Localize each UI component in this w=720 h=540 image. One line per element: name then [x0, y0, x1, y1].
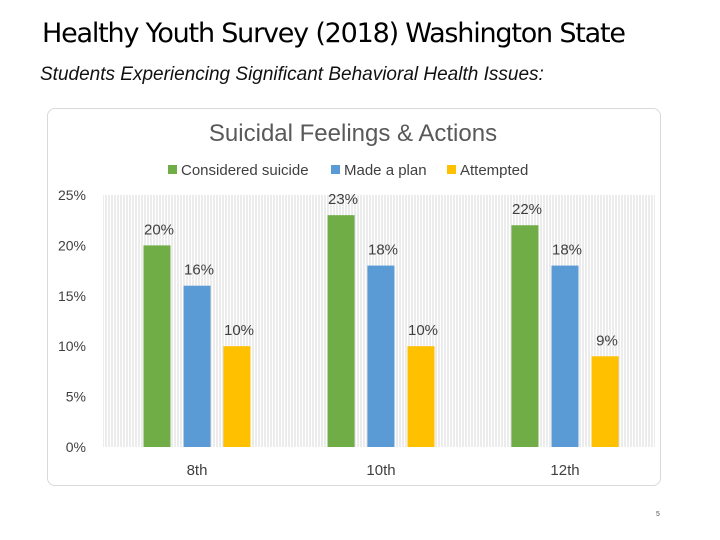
- y-tick-label: 5%: [66, 389, 86, 405]
- data-label: 22%: [512, 201, 542, 218]
- data-label: 18%: [552, 242, 582, 259]
- slide-title: Healthy Youth Survey (2018) Washington S…: [42, 18, 626, 49]
- bars: 20% 16% 10% 23% 18% 10% 22% 18% 9%: [143, 191, 619, 447]
- data-label: 10%: [224, 322, 254, 339]
- bar-12th-2: [591, 356, 619, 447]
- data-label: 10%: [408, 322, 438, 339]
- legend-swatch-0: [168, 165, 177, 174]
- x-tick-label: 10th: [366, 462, 395, 479]
- data-label: 20%: [144, 221, 174, 238]
- x-tick-label: 8th: [187, 462, 208, 479]
- x-tick-label: 12th: [550, 462, 579, 479]
- x-axis: 8th 10th 12th: [187, 462, 580, 479]
- data-label: 18%: [368, 242, 398, 259]
- chart-title: Suicidal Feelings & Actions: [209, 120, 497, 147]
- y-axis: 0% 5% 10% 15% 20% 25%: [58, 187, 86, 455]
- legend-label-2: Attempted: [460, 162, 528, 179]
- slide-subtitle: Students Experiencing Significant Behavi…: [40, 64, 544, 85]
- page-number: 5: [656, 511, 660, 518]
- bar-10th-2: [407, 346, 435, 447]
- legend-label-0: Considered suicide: [181, 162, 309, 179]
- legend-swatch-1: [331, 165, 340, 174]
- legend-swatch-2: [447, 165, 456, 174]
- bar-10th-0: [327, 215, 355, 447]
- y-tick-label: 20%: [58, 237, 86, 253]
- y-tick-label: 0%: [66, 439, 86, 455]
- data-label: 16%: [184, 262, 214, 279]
- y-tick-label: 15%: [58, 288, 86, 304]
- bar-8th-2: [223, 346, 251, 447]
- bar-12th-0: [511, 225, 539, 447]
- bar-8th-0: [143, 245, 171, 447]
- y-tick-label: 10%: [58, 338, 86, 354]
- y-tick-label: 25%: [58, 187, 86, 203]
- bar-12th-1: [551, 265, 579, 447]
- legend-label-1: Made a plan: [344, 162, 427, 179]
- data-label: 9%: [596, 332, 618, 349]
- chart-legend: Considered suicide Made a plan Attempted: [168, 162, 528, 179]
- data-label: 23%: [328, 191, 358, 208]
- bar-10th-1: [367, 265, 395, 447]
- bar-8th-1: [183, 285, 211, 447]
